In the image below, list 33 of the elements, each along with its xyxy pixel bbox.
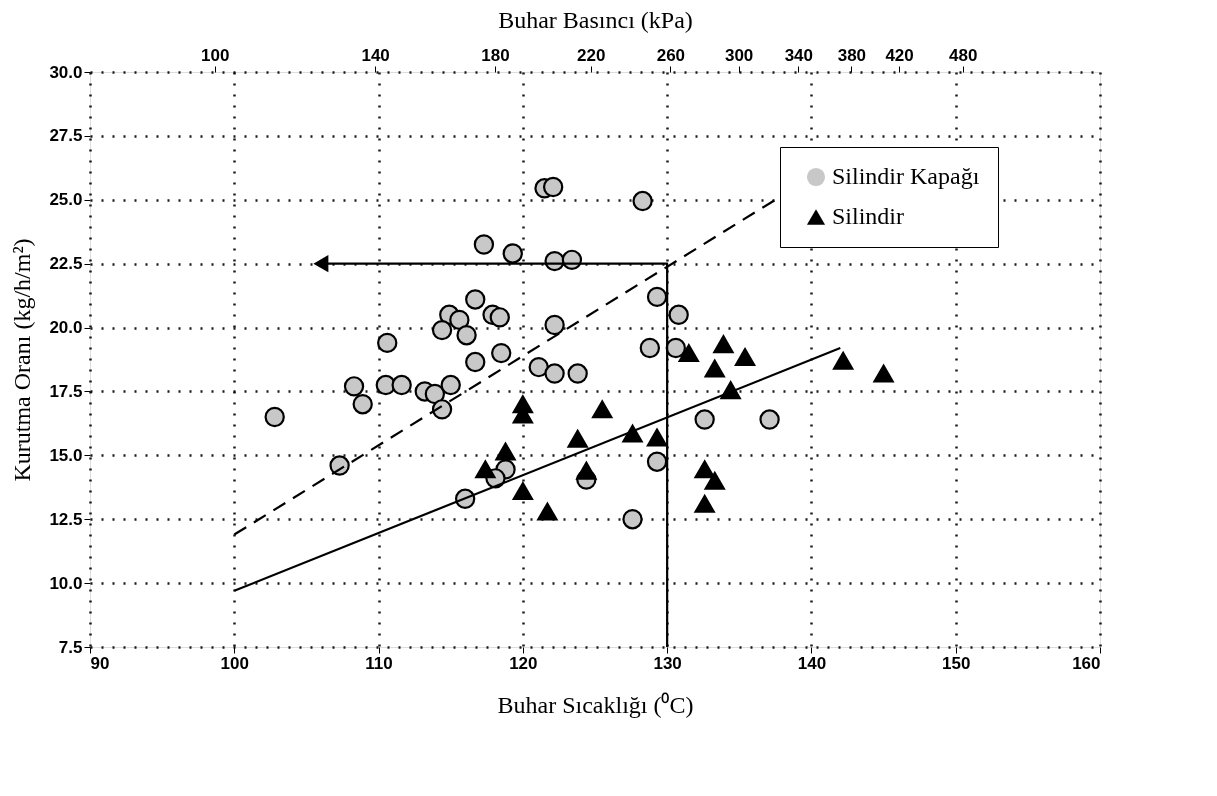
x2-tick-label: 140 bbox=[361, 45, 390, 65]
x2-tick-label: 340 bbox=[784, 45, 814, 65]
legend-label: Silindir Kapağı bbox=[832, 163, 980, 189]
x-tick-label: 160 bbox=[1072, 653, 1101, 673]
x2-tick-label: 180 bbox=[481, 45, 510, 65]
x-tick-label: 140 bbox=[797, 653, 827, 673]
x2-tick-label: 100 bbox=[200, 45, 230, 65]
x-tick-label: 90 bbox=[90, 653, 110, 673]
y-tick-label: 22.5 bbox=[49, 254, 83, 274]
x-tick-label: 130 bbox=[653, 653, 682, 673]
x2-tick-label: 260 bbox=[656, 45, 686, 65]
x-tick-label: 100 bbox=[220, 653, 249, 673]
x2-axis-title: Buhar Basıncı (kPa) bbox=[498, 6, 693, 33]
x2-tick-label: 380 bbox=[837, 45, 867, 65]
y-tick-label: 20.0 bbox=[49, 318, 83, 338]
y-tick-label: 25.0 bbox=[49, 190, 83, 210]
x2-tick-label: 220 bbox=[577, 45, 606, 65]
y-tick-label: 15.0 bbox=[49, 445, 83, 465]
y-tick-label: 17.5 bbox=[49, 381, 83, 401]
y-axis-title: Kurutma Oranı (kg/h/m²) bbox=[9, 238, 36, 482]
x-tick-label: 110 bbox=[365, 653, 393, 673]
x2-tick-label: 480 bbox=[949, 45, 978, 65]
y-tick-label: 12.5 bbox=[49, 509, 83, 529]
y-tick-label: 30.0 bbox=[49, 62, 83, 82]
x-axis-title: Buhar Sıcaklığı (⁰C) bbox=[497, 691, 694, 718]
y-tick-label: 7.5 bbox=[58, 637, 83, 657]
legend-label: Silindir bbox=[832, 203, 905, 229]
y-tick-label: 27.5 bbox=[49, 126, 83, 146]
y-tick-label: 10.0 bbox=[49, 573, 83, 593]
x2-tick-label: 420 bbox=[885, 45, 914, 65]
x-tick-label: 150 bbox=[942, 653, 971, 673]
x2-tick-label: 300 bbox=[724, 45, 754, 65]
x-tick-label: 120 bbox=[509, 653, 538, 673]
